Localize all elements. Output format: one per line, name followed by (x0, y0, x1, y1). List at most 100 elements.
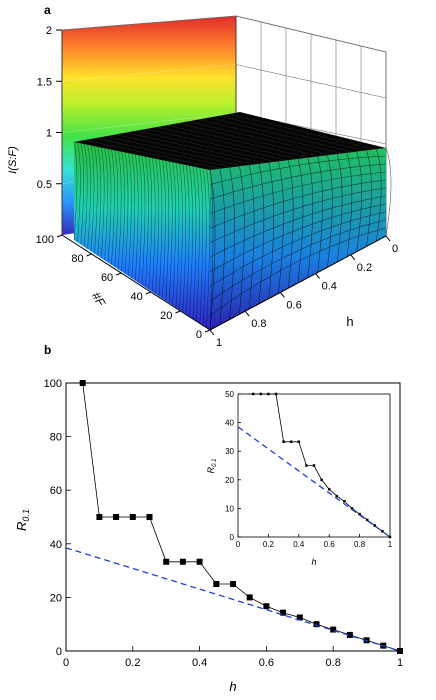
front-mesh-line (182, 164, 187, 313)
x-axis-label: h (346, 314, 353, 329)
main-x-tick-label: 0.4 (192, 657, 207, 669)
plateau-line (125, 132, 266, 164)
main-data-point (280, 609, 287, 616)
front-mesh-line (104, 148, 108, 261)
inset-data-point (350, 507, 354, 510)
inset-data-point (289, 440, 293, 444)
inset-y-tick-label: 30 (225, 447, 234, 456)
inset-data-point (274, 392, 278, 396)
inset-y-label: R0.1 (206, 459, 218, 474)
side-contour-line (209, 155, 387, 185)
x-tick-label: 0.2 (357, 262, 372, 274)
z-tick-label: 1 (46, 128, 52, 140)
z-tick-label: 2 (46, 25, 52, 37)
front-mesh-line (202, 168, 207, 326)
main-x-tick-label: 1 (397, 657, 403, 669)
inset-data-point (327, 487, 331, 491)
front-mesh-line (107, 148, 112, 263)
side-mesh-line (375, 149, 382, 242)
side-mesh-line (219, 168, 226, 325)
main-data-point (196, 558, 203, 565)
main-data-point (230, 581, 236, 587)
panel-b-label: b (44, 343, 51, 357)
side-mesh-line (239, 166, 245, 315)
x-tick (385, 235, 391, 242)
x-tick (244, 310, 250, 317)
side-mesh-line (297, 158, 304, 284)
front-mesh-line (179, 163, 183, 310)
x-tick (209, 329, 215, 336)
inset-x-tick-label: 0.6 (324, 540, 336, 549)
plateau-line (105, 136, 244, 167)
z-axis-label: I(S:F) (7, 146, 19, 174)
inset-x-tick-label: 1 (388, 540, 393, 549)
plateau-mesh-lines (84, 113, 376, 169)
y-tick-label: 60 (101, 272, 113, 284)
front-mesh-line (185, 165, 190, 315)
front-mesh-line (83, 144, 88, 247)
inset-y-tick-label: 40 (225, 419, 234, 428)
front-mesh-line (128, 153, 132, 277)
inset-data-point (388, 535, 392, 539)
left-wall-gridline (61, 64, 237, 82)
front-mesh-line (192, 166, 197, 319)
inset-data-point (297, 440, 301, 444)
front-mesh-line (162, 160, 166, 299)
front-mesh-line (97, 146, 102, 256)
inset-y-tick-label: 20 (225, 476, 234, 485)
front-mesh-line (209, 169, 214, 331)
main-data-point (213, 581, 220, 587)
panel-a-label: a (44, 3, 51, 17)
main-y-tick-label: 100 (44, 378, 62, 390)
inset-data-point (373, 524, 377, 527)
x-tick-label: 0.8 (251, 318, 266, 330)
y-tick (56, 234, 63, 238)
front-mesh-line (100, 147, 105, 259)
plateau-line (208, 117, 354, 153)
main-y-tick-label: 0 (56, 646, 62, 658)
y-tick (116, 272, 122, 276)
inset-x-tick-label: 0.8 (354, 540, 366, 549)
surface-mesh-lines (73, 141, 392, 331)
y-tick-label: 100 (36, 234, 54, 246)
left-wall-gridline (61, 15, 237, 31)
main-fit-line (65, 547, 401, 652)
inset-x-tick-label: 0 (236, 540, 241, 549)
plateau-line (229, 113, 376, 150)
inset-y-tick-label: 0 (230, 533, 235, 542)
main-y-tick-label: 80 (50, 432, 62, 444)
front-mesh-line (77, 142, 81, 243)
y-tick-label: 80 (71, 253, 83, 265)
side-mesh-line (366, 150, 372, 247)
main-data-point (163, 558, 170, 565)
inset-data-point (282, 440, 285, 444)
x-tick (350, 254, 356, 261)
front-mesh-line (131, 153, 136, 279)
side-contour-line (209, 171, 387, 214)
left-wall-gridline (61, 112, 237, 133)
inset-y-tick-label: 50 (225, 390, 234, 399)
side-contour-line (209, 203, 387, 273)
inset-data-point (365, 518, 369, 522)
z-tick-label: 0.5 (37, 179, 52, 191)
main-data-point (397, 648, 403, 654)
plateau-line (198, 119, 343, 154)
main-data-point (179, 558, 186, 565)
main-x-tick-label: 0.6 (259, 657, 274, 669)
front-mesh-line (114, 150, 119, 268)
inset-data-point (259, 392, 263, 396)
front-mesh-line (206, 169, 210, 328)
y-tick (145, 291, 151, 295)
front-mesh-line (175, 162, 180, 308)
inset-x-tick-label: 0.4 (293, 540, 305, 549)
main-x-tick-label: 0 (63, 657, 69, 669)
front-mesh-line (155, 158, 159, 295)
main-data-point (296, 614, 303, 621)
front-mesh-line (196, 167, 200, 322)
front-mesh-line (172, 162, 176, 306)
side-mesh-line (346, 152, 353, 257)
inset-data-point (320, 478, 323, 482)
surface-top-plateau (74, 112, 386, 170)
